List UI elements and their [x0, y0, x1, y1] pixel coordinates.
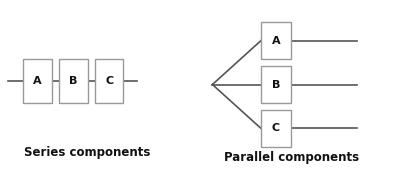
Text: Parallel components: Parallel components	[224, 151, 359, 164]
Bar	[59, 59, 88, 103]
Bar	[23, 59, 52, 103]
Text: A: A	[33, 76, 42, 86]
Text: B: B	[69, 76, 78, 86]
Bar	[261, 66, 291, 103]
Text: C: C	[105, 76, 113, 86]
Text: C: C	[272, 123, 280, 134]
Text: Series components: Series components	[24, 146, 150, 159]
Text: A: A	[272, 35, 280, 46]
Bar	[95, 59, 123, 103]
Text: B: B	[272, 79, 280, 90]
Bar	[261, 110, 291, 147]
Bar	[261, 22, 291, 59]
